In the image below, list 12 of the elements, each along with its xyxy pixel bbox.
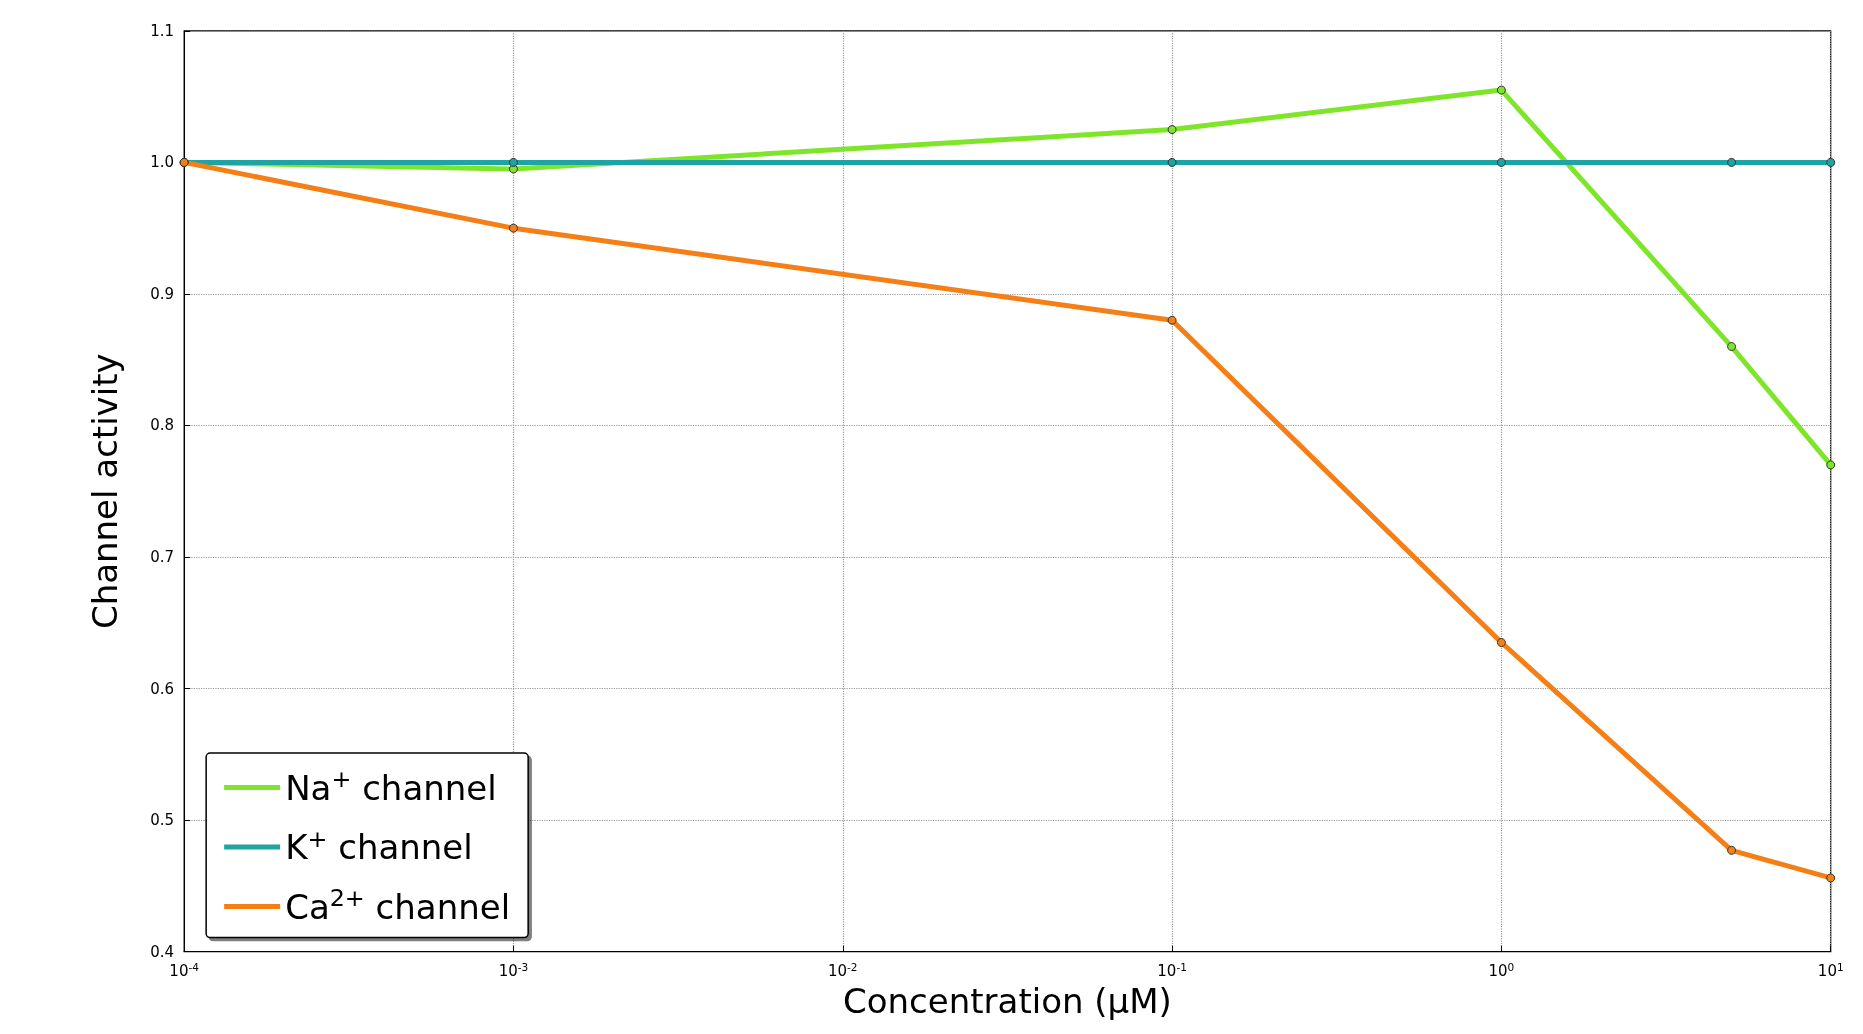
y-tick-label: 0.9 xyxy=(150,284,175,303)
y-tick-label: 0.8 xyxy=(150,416,175,435)
y-axis-title: Channel activity xyxy=(85,353,126,630)
y-tick-label: 1.1 xyxy=(150,21,175,40)
y-tick-label: 0.4 xyxy=(150,942,175,961)
y-tick-label: 0.6 xyxy=(150,679,175,698)
legend-label: Na+ channel xyxy=(285,765,497,808)
y-tick-label: 0.5 xyxy=(150,811,175,830)
y-tick-label: 0.7 xyxy=(150,548,175,566)
y-tick-label: 1.0 xyxy=(150,153,175,172)
legend-label: K+ channel xyxy=(285,824,473,868)
x-axis-title: Concentration (μM) xyxy=(843,980,1172,1021)
